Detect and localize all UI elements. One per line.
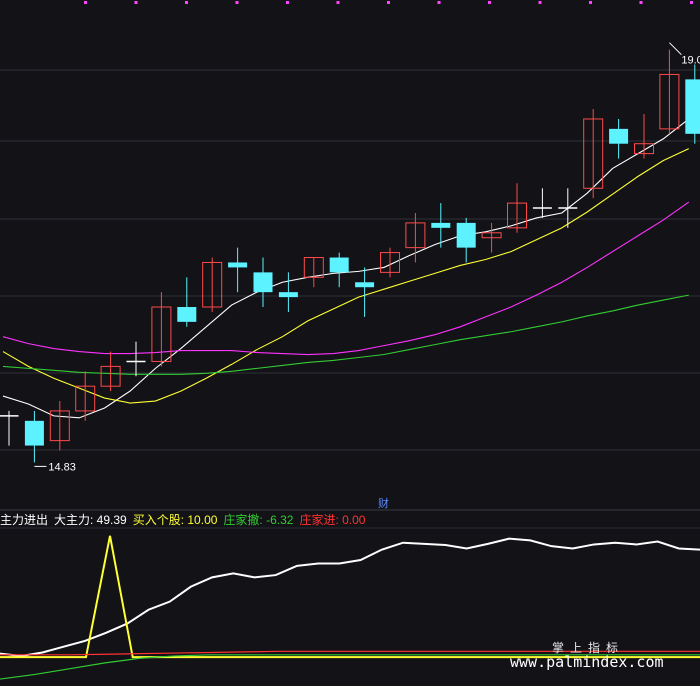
- candle-body: [431, 222, 451, 228]
- watermark-url: www.palmindex.com: [510, 653, 664, 671]
- top-dot-marker: [134, 1, 138, 4]
- high-price-label: 19.0: [681, 55, 700, 67]
- candle-body: [202, 261, 223, 308]
- indicator-name: 主力进出: [0, 512, 49, 527]
- top-dot-marker: [690, 1, 693, 4]
- moving-average-line: [2, 148, 690, 404]
- candle-body: [481, 232, 502, 239]
- finance-marker[interactable]: 财: [378, 497, 389, 510]
- top-dot-marker: [235, 1, 239, 4]
- moving-average-line: [2, 201, 690, 356]
- top-dot-marker: [538, 1, 542, 4]
- legend-main-force: 大主力: 49.39: [54, 512, 127, 527]
- top-dot-marker: [437, 1, 441, 4]
- indicator-line: [0, 654, 700, 680]
- candle-body: [228, 262, 248, 268]
- low-price-label: 14.83: [48, 461, 76, 473]
- candle-body: [49, 410, 70, 442]
- candle-body: [355, 282, 375, 288]
- top-dot-marker: [185, 1, 188, 4]
- candle-body: [634, 143, 654, 155]
- candle-body: [329, 257, 349, 273]
- candle-body: [380, 252, 400, 273]
- top-dot-marker: [639, 1, 643, 4]
- candle-body: [253, 272, 273, 293]
- candle-body: [278, 292, 298, 298]
- top-dot-marker: [84, 1, 87, 4]
- candle-body: [405, 222, 426, 249]
- top-dot-marker: [387, 1, 390, 4]
- indicator-line: [0, 537, 700, 657]
- candle-body: [151, 306, 172, 362]
- candle-body: [75, 385, 96, 412]
- candle-body: [177, 307, 197, 322]
- candle-body: [456, 222, 476, 248]
- candle-body: [659, 73, 680, 130]
- candle-body: [100, 365, 121, 387]
- high-marker-line: [669, 42, 682, 56]
- indicator-legend: 主力进出 大主力: 49.39 买入个股: 10.00 庄家撤: -6.32 庄…: [0, 511, 365, 527]
- indicator-line: [0, 650, 700, 656]
- candle-body: [685, 79, 700, 134]
- legend-dealer-entry: 庄家进: 0.00: [299, 512, 366, 527]
- legend-buy-signal: 买入个股: 10.00: [132, 512, 218, 527]
- top-dot-marker: [336, 1, 340, 4]
- watermark-title: 掌上指标: [552, 641, 625, 655]
- moving-average-line: [2, 294, 689, 375]
- candle-body: [24, 420, 44, 446]
- candle-body: [507, 202, 527, 229]
- candle-body: [303, 257, 324, 278]
- candle-body: [583, 118, 604, 189]
- top-dot-marker: [488, 1, 491, 4]
- candle-body: [609, 128, 629, 144]
- top-dot-marker: [589, 1, 592, 4]
- top-dot-marker: [286, 1, 289, 4]
- legend-dealer-exit: 庄家撤: -6.32: [223, 512, 294, 527]
